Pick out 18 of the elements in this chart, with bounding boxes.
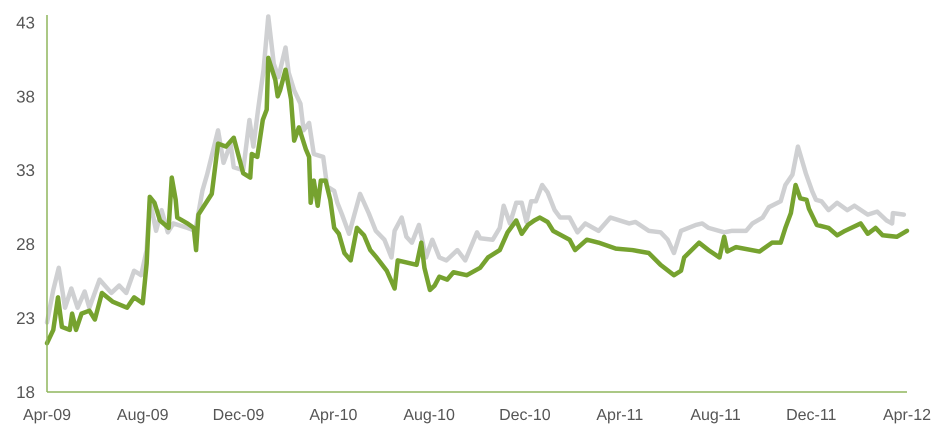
y-tick-label: 38 xyxy=(16,87,35,106)
x-tick-label: Aug-09 xyxy=(116,407,169,424)
y-tick-label: 33 xyxy=(16,161,35,180)
y-tick-label: 28 xyxy=(16,235,35,254)
x-tick-label: Dec-09 xyxy=(212,407,264,424)
x-tick-label: Aug-11 xyxy=(690,407,741,424)
line-series xyxy=(44,14,906,325)
x-tick-label: Dec-11 xyxy=(786,407,837,424)
y-tick-label: 43 xyxy=(16,13,35,32)
x-tick-label: Apr-12 xyxy=(882,407,932,424)
x-tick-label: Apr-11 xyxy=(596,407,644,424)
line-series xyxy=(44,56,910,346)
x-tick-label: Apr-09 xyxy=(22,407,72,424)
y-tick-label: 18 xyxy=(16,382,35,402)
x-tick-label: Apr-10 xyxy=(309,407,358,424)
y-tick-label: 23 xyxy=(16,309,35,328)
x-tick-label: Aug-10 xyxy=(403,407,456,424)
x-tick-label: Dec-10 xyxy=(499,407,551,424)
